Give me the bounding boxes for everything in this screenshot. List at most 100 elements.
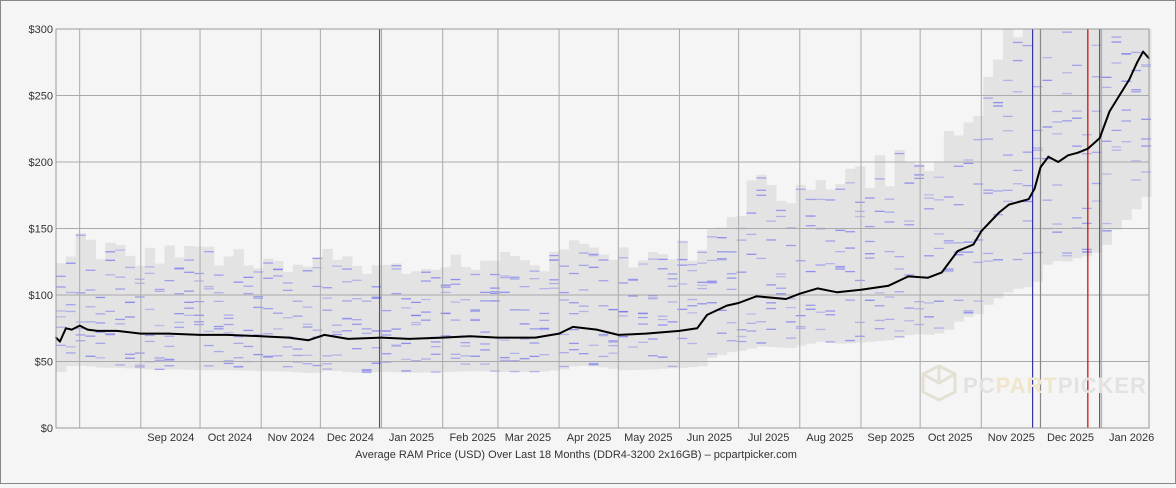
average-price-point [725, 304, 728, 307]
average-price-point [755, 295, 758, 298]
average-price-point [645, 332, 647, 335]
price-range-band [687, 260, 698, 368]
average-price-point [1008, 203, 1010, 206]
average-price-point [260, 335, 263, 338]
price-range-band [490, 260, 501, 372]
price-range-band [134, 265, 146, 370]
average-price-point [307, 339, 310, 342]
average-price-point [323, 334, 326, 336]
average-price-point [860, 288, 862, 291]
price-range-band [233, 249, 244, 371]
price-range-band [1141, 29, 1152, 197]
price-range-band [785, 203, 797, 349]
price-range-band [1072, 29, 1083, 259]
logo-text-picker: PICKER [1058, 373, 1147, 398]
average-price-point [816, 287, 819, 290]
price-range-band [243, 265, 254, 371]
average-price-point [1086, 147, 1089, 150]
price-range-band [884, 186, 895, 341]
price-range-band [125, 255, 136, 369]
price-range-band [1121, 29, 1132, 220]
price-range-band [480, 260, 491, 372]
average-price-point [59, 340, 61, 343]
average-price-point [226, 334, 229, 336]
x-tick-label: Jul 2025 [748, 432, 790, 444]
x-tick-label: Aug 2025 [806, 432, 853, 444]
price-range-band [1062, 29, 1073, 262]
price-range-band [509, 255, 521, 372]
average-price-point [1098, 137, 1101, 139]
price-range-band [726, 217, 738, 353]
price-range-band [460, 267, 471, 372]
price-range-band [924, 171, 935, 335]
x-tick-label: Jun 2025 [687, 432, 732, 444]
x-tick-label: Feb 2025 [449, 432, 495, 444]
average-price-point [347, 337, 349, 340]
price-range-band [253, 268, 264, 371]
average-price-point [1128, 78, 1131, 81]
price-range-band [273, 260, 284, 372]
average-price-point [78, 324, 81, 327]
price-range-band [282, 271, 294, 372]
average-price-point [380, 336, 383, 339]
average-price-point [497, 336, 499, 339]
average-price-point [64, 327, 67, 330]
price-range-band [1101, 29, 1113, 245]
average-price-point [572, 326, 574, 328]
average-price-point [785, 298, 787, 300]
price-range-band [845, 168, 856, 344]
price-range-band [529, 265, 540, 372]
price-range-band [499, 252, 511, 372]
y-tick-label: $50 [35, 357, 53, 369]
price-range-band [746, 180, 757, 349]
y-tick-label: $0 [41, 423, 53, 435]
average-price-point [907, 275, 910, 278]
average-price-point [706, 314, 708, 316]
price-range-band [993, 59, 1004, 299]
price-range-band [647, 251, 659, 370]
x-tick-label: May 2025 [624, 432, 672, 444]
price-range-band [1081, 29, 1093, 257]
price-range-band [874, 155, 886, 342]
price-range-band [973, 115, 984, 315]
average-price-point [972, 243, 975, 246]
average-price-point [1077, 151, 1079, 154]
svg-text:PCPARTPICKER: PCPARTPICKER [963, 373, 1147, 398]
price-range-band [1131, 29, 1142, 210]
price-range-band [618, 247, 629, 371]
average-price-point [696, 327, 699, 330]
y-tick-label: $300 [29, 24, 53, 36]
price-range-band [1032, 29, 1043, 282]
price-range-band [904, 162, 915, 336]
price-range-band [894, 149, 905, 339]
price-range-band [598, 254, 609, 368]
price-range-band [835, 184, 846, 344]
price-range-band [342, 256, 353, 373]
price-range-band [332, 259, 343, 372]
price-range-band [105, 242, 116, 368]
price-range-band [411, 271, 422, 373]
price-range-band [756, 174, 767, 347]
average-price-point [70, 328, 73, 331]
y-tick-label: $100 [29, 290, 53, 302]
average-price-point [998, 211, 1000, 214]
x-axis-label: Average RAM Price (USD) Over Last 18 Mon… [355, 449, 797, 461]
y-tick-label: $150 [29, 224, 53, 236]
average-price-point [167, 332, 170, 335]
price-range-band [766, 185, 777, 347]
pcpartpicker-logo: PCPARTPICKER [921, 364, 1147, 402]
price-range-band [154, 263, 166, 370]
price-range-band [1022, 29, 1034, 288]
price-range-band [815, 180, 826, 342]
average-price-point [1047, 155, 1050, 158]
price-range-band [1003, 29, 1014, 293]
price-range-band [736, 215, 748, 351]
average-price-point [980, 230, 983, 233]
average-price-point [1017, 201, 1020, 203]
price-range-band [292, 264, 304, 373]
price-range-band [430, 269, 442, 373]
average-price-point [96, 330, 99, 332]
logo-cube-icon [921, 364, 957, 402]
average-price-point [86, 328, 89, 331]
